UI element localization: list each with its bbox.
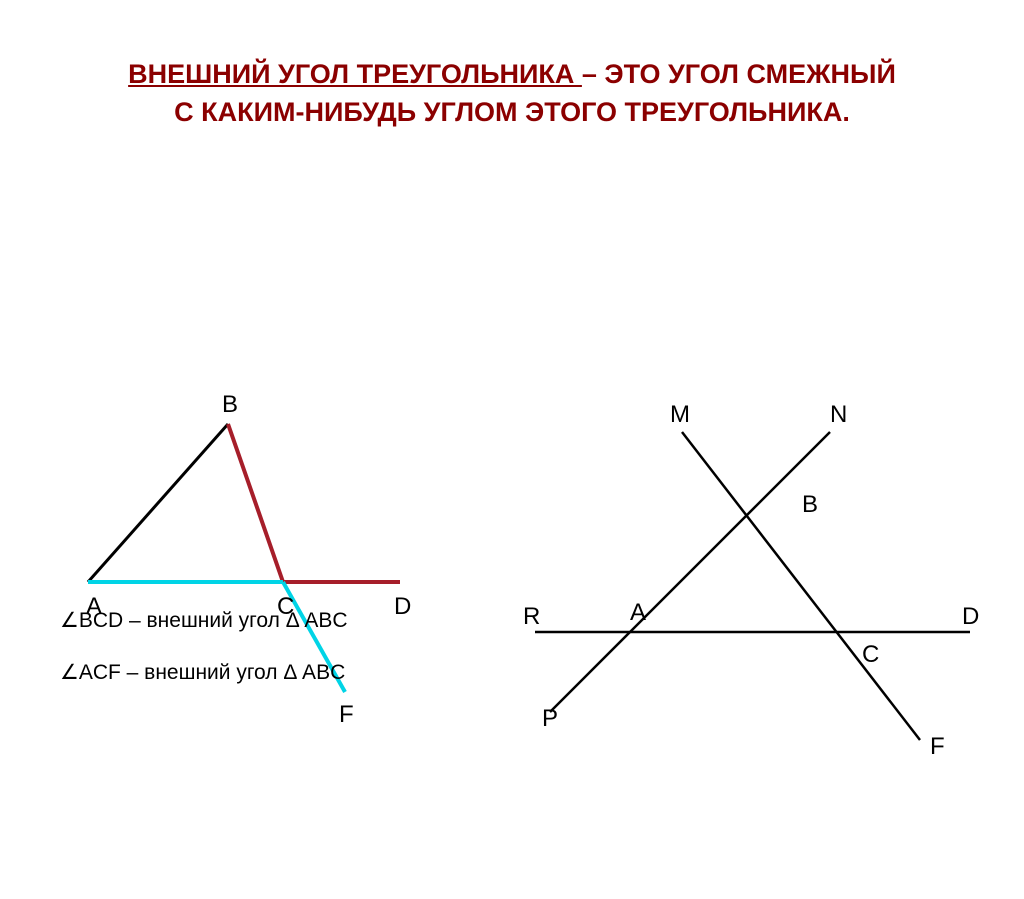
right-line-1 [682, 432, 920, 740]
diagram-container: ABCDF MNBRADCPF [0, 132, 1024, 632]
right-label-D: D [962, 603, 979, 630]
right-label-N: N [830, 401, 847, 428]
right-label-A: A [630, 599, 646, 626]
caption-acf: ∠ACF – внешний угол Δ ABC [60, 660, 345, 685]
right-diagram-svg: M N B R A D C P F [0, 132, 1024, 899]
right-label-F: F [930, 733, 945, 760]
right-label-P: P [542, 705, 558, 732]
right-line-2 [550, 432, 830, 712]
title-block: ВНЕШНИЙ УГОЛ ТРЕУГОЛЬНИКА – ЭТО УГОЛ СМЕ… [0, 0, 1024, 132]
right-label-C: C [862, 641, 879, 668]
right-label-R: R [523, 603, 540, 630]
right-label-M: M [670, 401, 690, 428]
caption-bcd: ∠BCD – внешний угол Δ ABC [60, 608, 348, 633]
right-label-B: B [802, 491, 818, 518]
title-underlined-part: ВНЕШНИЙ УГОЛ ТРЕУГОЛЬНИКА [128, 59, 582, 89]
